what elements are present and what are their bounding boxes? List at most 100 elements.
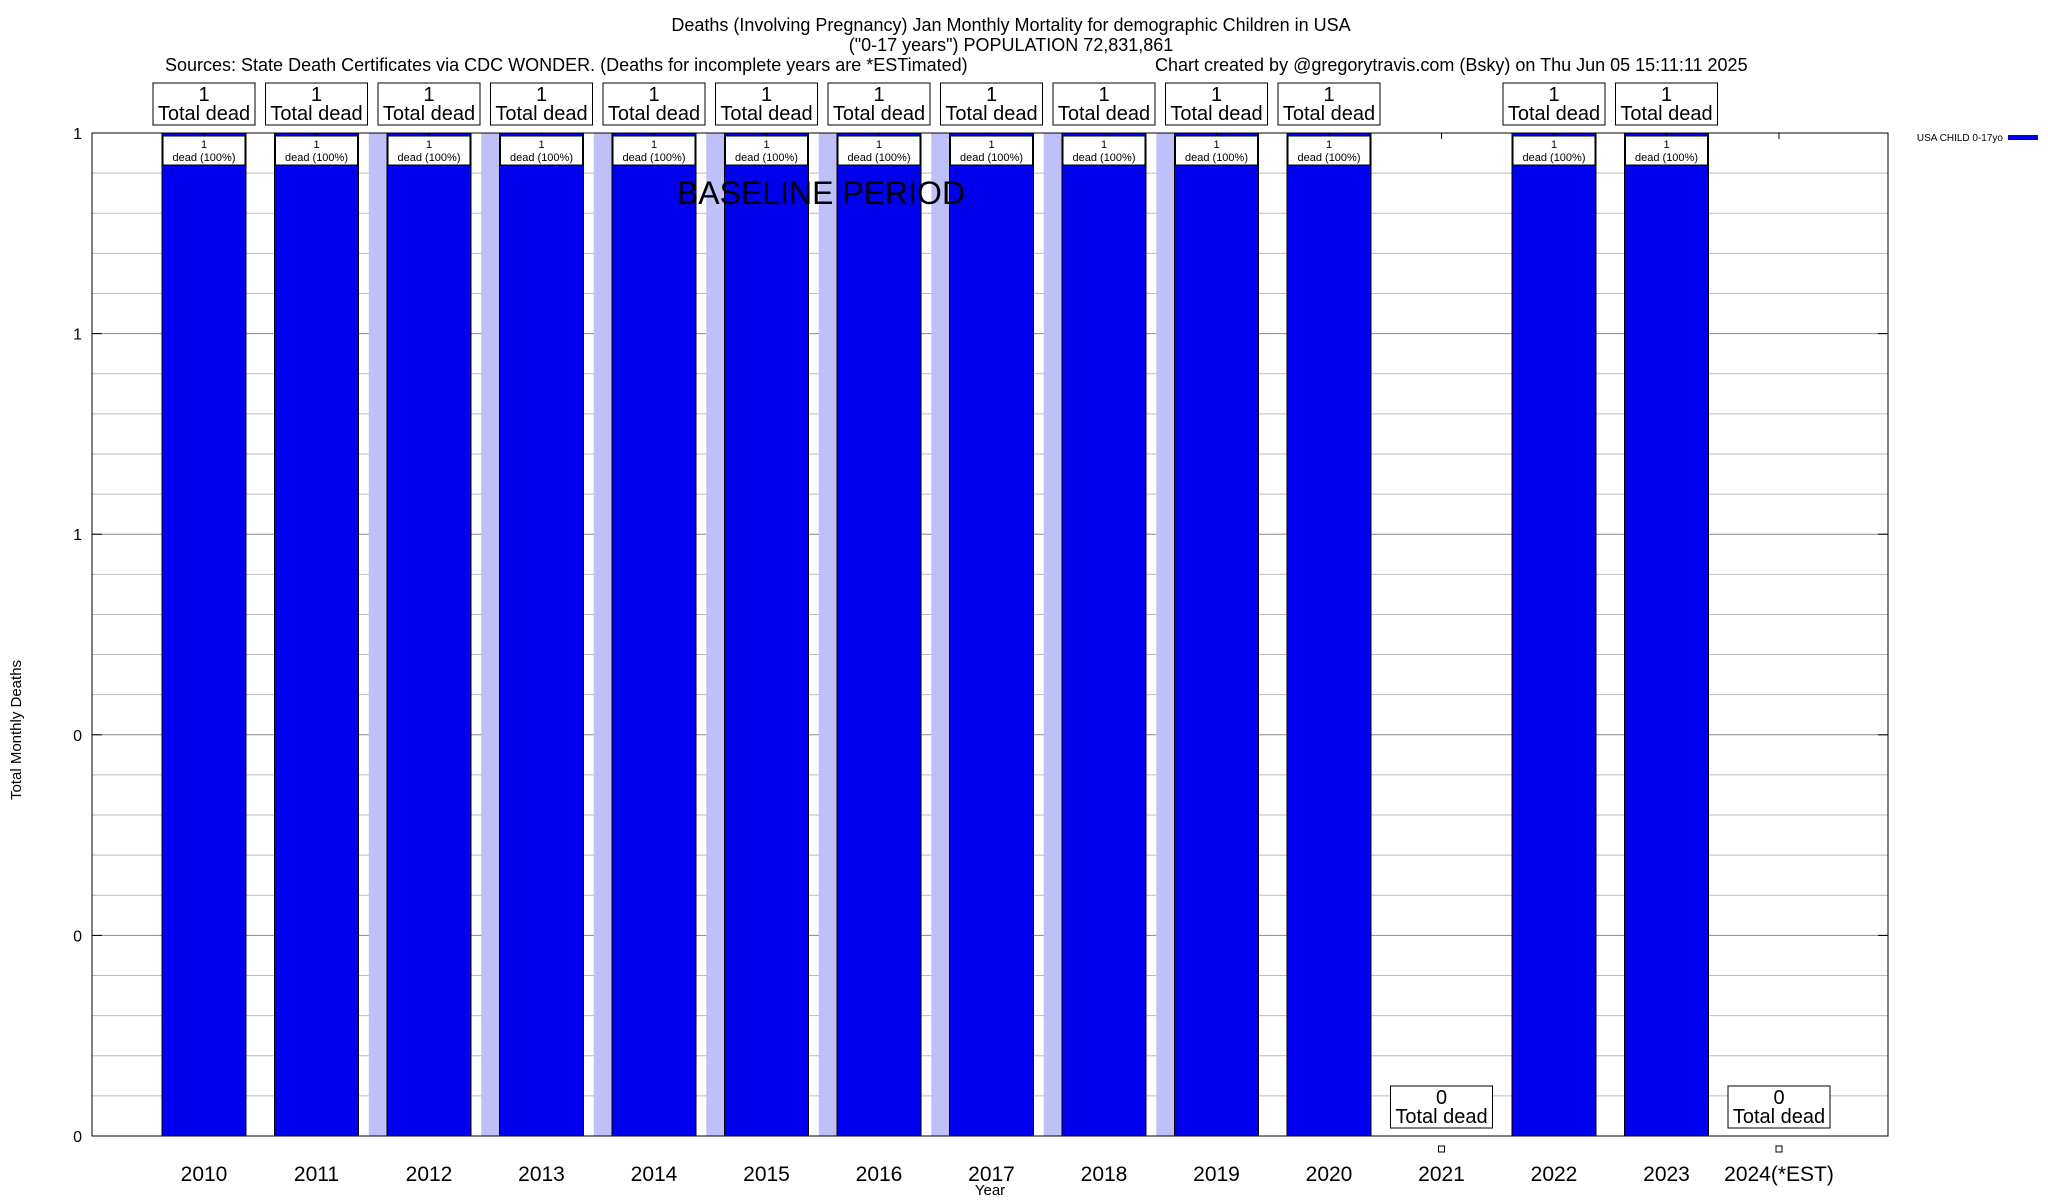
total-dead-text: Total dead — [495, 103, 587, 125]
bar-percent-text: dead (100%) — [848, 152, 911, 164]
total-dead-box — [377, 82, 481, 126]
bar-percent-value: 1 — [1551, 139, 1557, 151]
total-dead-text: Total dead — [1620, 103, 1712, 125]
y-tick-label: 1 — [73, 327, 82, 344]
legend-swatch — [2008, 135, 2038, 140]
bar-percent-text: dead (100%) — [1073, 152, 1136, 164]
bar-percent-text: dead (100%) — [510, 152, 573, 164]
y-tick-label: 0 — [73, 928, 82, 945]
total-dead-value: 1 — [536, 84, 547, 106]
baseline-period-label: BASELINE PERIOD — [677, 175, 965, 211]
bar-percent-box — [162, 135, 246, 166]
legend: USA CHILD 0-17yo — [1917, 133, 2038, 144]
bar-percent-box — [612, 135, 696, 166]
total-dead-value: 1 — [423, 84, 434, 106]
data-bar — [949, 132, 1034, 1137]
bar-percent-text: dead (100%) — [960, 152, 1023, 164]
total-dead-text: Total dead — [1283, 103, 1375, 125]
bar-percent-value: 1 — [1213, 139, 1219, 151]
x-tick-label: 2013 — [518, 1163, 565, 1186]
total-dead-text: Total dead — [1395, 1106, 1487, 1128]
total-dead-value: 1 — [761, 84, 772, 106]
x-axis-label: Year — [975, 1182, 1005, 1199]
total-dead-value: 1 — [1548, 84, 1559, 106]
y-tick-label: 0 — [73, 728, 82, 745]
total-dead-box — [1165, 82, 1268, 126]
bar-percent-text: dead (100%) — [623, 152, 686, 164]
zero-marker — [1438, 1145, 1445, 1153]
data-bar — [386, 132, 472, 1137]
total-dead-text: Total dead — [1508, 103, 1600, 125]
total-dead-value: 1 — [311, 84, 322, 106]
total-dead-box — [490, 82, 593, 126]
x-tick-label: 2015 — [743, 1163, 790, 1186]
data-bar — [1624, 132, 1709, 1137]
total-dead-box — [1277, 82, 1381, 126]
bar-percent-box — [837, 135, 921, 166]
x-tick-label: 2016 — [856, 1163, 903, 1186]
bar-percent-text: dead (100%) — [1185, 152, 1248, 164]
bar-percent-box — [387, 135, 471, 166]
bar-percent-value: 1 — [763, 139, 769, 151]
bar-percent-value: 1 — [201, 139, 207, 151]
total-dead-box — [715, 82, 818, 126]
total-dead-value: 1 — [1098, 84, 1109, 106]
data-bar — [161, 132, 247, 1137]
total-dead-text: Total dead — [270, 103, 362, 125]
data-bar — [499, 132, 584, 1137]
total-dead-text: Total dead — [1058, 103, 1150, 125]
bar-percent-value: 1 — [651, 139, 657, 151]
plot-border — [91, 132, 1889, 1137]
data-bar — [1511, 132, 1597, 1137]
x-tick-label: 2019 — [1193, 1163, 1240, 1186]
bar-percent-box — [275, 135, 358, 166]
chart-sources-text: Sources: State Death Certificates via CD… — [165, 55, 968, 75]
total-dead-value: 1 — [1323, 84, 1334, 106]
total-dead-text: Total dead — [608, 103, 700, 125]
x-tick-label: 2024(*EST) — [1724, 1163, 1834, 1186]
total-dead-box — [940, 82, 1043, 126]
bar-percent-box — [1062, 135, 1146, 166]
bar-percent-text: dead (100%) — [398, 152, 461, 164]
y-tick-label: 0 — [73, 1129, 82, 1146]
total-dead-box — [265, 82, 368, 126]
x-tick-label: 2023 — [1643, 1163, 1690, 1186]
bar-percent-value: 1 — [1326, 139, 1332, 151]
x-tick-label: 2010 — [181, 1163, 228, 1186]
total-dead-value: 1 — [986, 84, 997, 106]
bar-percent-box — [1512, 135, 1596, 166]
total-dead-text: Total dead — [720, 103, 812, 125]
total-dead-box — [1390, 1085, 1493, 1129]
x-tick-label: 2020 — [1306, 1163, 1353, 1186]
total-dead-value: 0 — [1773, 1087, 1784, 1109]
bar-percent-value: 1 — [988, 139, 994, 151]
total-dead-box — [152, 82, 256, 126]
bar-percent-value: 1 — [538, 139, 544, 151]
x-tick-label: 2014 — [631, 1163, 678, 1186]
legend-entry-label: USA CHILD 0-17yo — [1917, 133, 2004, 144]
bar-percent-text: dead (100%) — [173, 152, 236, 164]
y-axis-label: Total Monthly Deaths — [8, 660, 25, 800]
total-dead-box — [602, 82, 706, 126]
bar-percent-text: dead (100%) — [1635, 152, 1698, 164]
